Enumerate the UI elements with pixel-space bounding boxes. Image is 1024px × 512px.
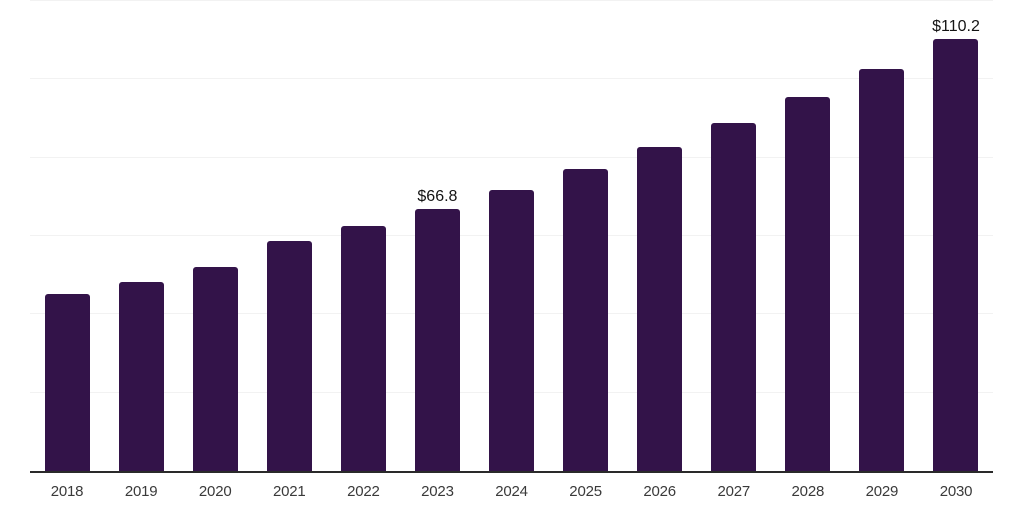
bar-2028 bbox=[785, 96, 831, 471]
bar-2018 bbox=[44, 293, 90, 471]
bar-2024 bbox=[489, 189, 534, 471]
x-tick-label-2027: 2027 bbox=[717, 483, 751, 500]
bar-slot-2023: $66.8 bbox=[400, 1, 474, 471]
x-tick-label-2030: 2030 bbox=[939, 483, 973, 500]
x-tick-label-2029: 2029 bbox=[865, 483, 899, 500]
bar-slot-2029 bbox=[845, 1, 919, 471]
x-tick-label-2018: 2018 bbox=[50, 483, 84, 500]
bar-slot-2022 bbox=[326, 1, 400, 471]
plot-area: $66.8 $110.2 bbox=[30, 0, 993, 473]
gridline-100 bbox=[30, 78, 993, 80]
bar-slot-2020 bbox=[178, 1, 252, 471]
bar-value-label-2023: $66.8 bbox=[417, 188, 458, 206]
bar-slot-2028 bbox=[771, 1, 845, 471]
x-tick-label-2021: 2021 bbox=[272, 483, 306, 500]
gridline-80 bbox=[30, 156, 993, 158]
x-tick-label-2023: 2023 bbox=[421, 483, 454, 500]
bars: $66.8 $110.2 bbox=[30, 1, 993, 471]
bar-slot-2030: $110.2 bbox=[919, 1, 993, 471]
bar-2020 bbox=[192, 266, 238, 471]
bar-value-label-2030: $110.2 bbox=[932, 18, 980, 36]
bar-2019 bbox=[118, 281, 164, 471]
bar-2025 bbox=[563, 169, 609, 471]
x-tick-label-2020: 2020 bbox=[198, 483, 232, 500]
bar-2023 bbox=[414, 209, 460, 471]
bar-2029 bbox=[859, 69, 905, 471]
bar-slot-2019 bbox=[104, 1, 178, 471]
x-tick-label-2026: 2026 bbox=[643, 483, 676, 500]
bar-slot-2018 bbox=[30, 1, 104, 471]
x-tick-label-2024: 2024 bbox=[495, 483, 528, 500]
bar-2021 bbox=[266, 241, 312, 471]
x-tick-label-2025: 2025 bbox=[569, 483, 602, 500]
bar-slot-2025 bbox=[549, 1, 623, 471]
bar-slot-2026 bbox=[623, 1, 697, 471]
bar-2022 bbox=[340, 225, 386, 471]
bar-2030 bbox=[933, 39, 979, 471]
bar-slot-2027 bbox=[697, 1, 771, 471]
bar-slot-2021 bbox=[252, 1, 326, 471]
gridline-120 bbox=[30, 0, 993, 1]
x-axis-labels: 2018 2019 2020 2021 2022 2023 2024 2025 2026 2027… bbox=[30, 483, 993, 500]
bar-2027 bbox=[711, 122, 757, 471]
bar-2026 bbox=[637, 146, 683, 471]
bar-slot-2024 bbox=[474, 1, 548, 471]
x-tick-label-2019: 2019 bbox=[124, 483, 158, 500]
x-tick-label-2028: 2028 bbox=[791, 483, 825, 500]
x-tick-label-2022: 2022 bbox=[347, 483, 380, 500]
